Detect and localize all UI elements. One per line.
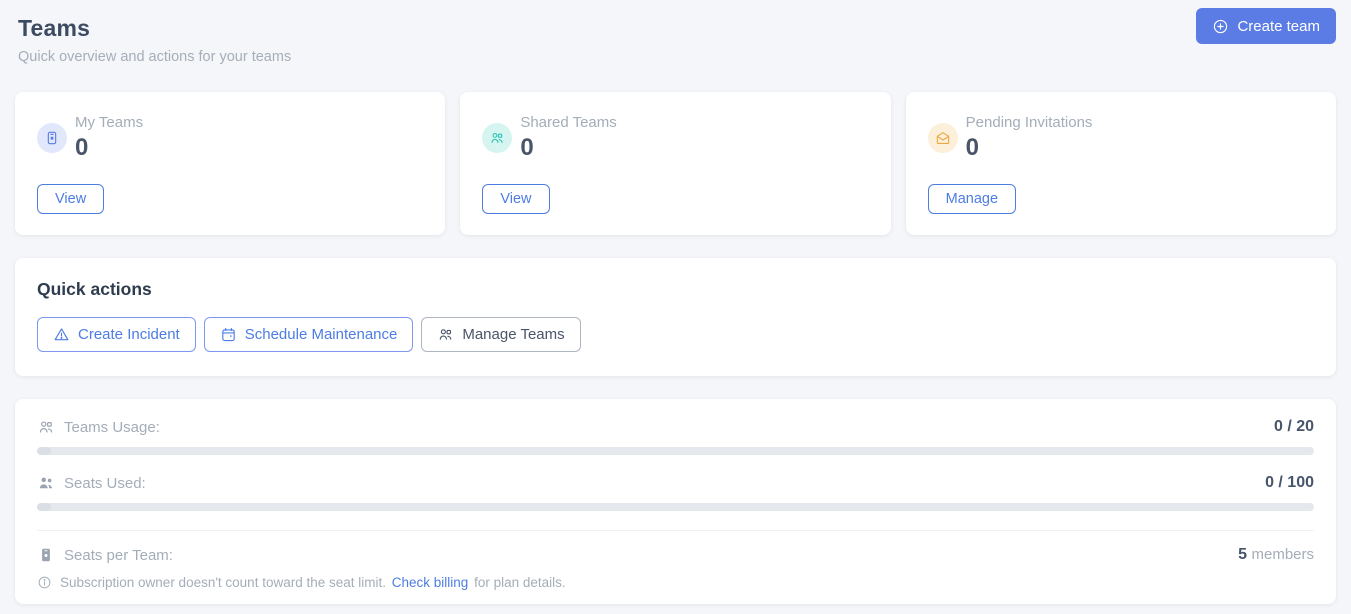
seats-per-team-row: Seats per Team: 5 members — [37, 546, 1314, 564]
note-text: Subscription owner doesn't count toward … — [60, 575, 386, 590]
page-subtitle: Quick overview and actions for your team… — [18, 49, 292, 65]
create-incident-button[interactable]: Create Incident — [37, 317, 196, 352]
shared-teams-card: Shared Teams 0 View — [460, 92, 891, 235]
manage-teams-button[interactable]: Manage Teams — [421, 317, 581, 352]
users-filled-icon — [37, 474, 55, 492]
view-my-teams-button[interactable]: View — [37, 184, 105, 214]
quick-actions-buttons: Create Incident Schedule Maintenance — [37, 317, 1314, 352]
card-label: My Teams — [75, 114, 144, 131]
seat-limit-note: Subscription owner doesn't count toward … — [37, 575, 1314, 590]
plus-circle-icon — [1212, 18, 1229, 35]
teams-usage-row: Teams Usage: 0 / 20 — [37, 418, 1314, 436]
seats-used-value: 0 / 100 — [1265, 474, 1314, 491]
calendar-icon — [220, 326, 237, 343]
view-shared-teams-button[interactable]: View — [482, 184, 550, 214]
quick-actions-title: Quick actions — [37, 279, 152, 299]
schedule-maintenance-button[interactable]: Schedule Maintenance — [203, 317, 414, 352]
info-circle-icon — [37, 575, 52, 590]
seats-used-progressbar — [37, 503, 1314, 511]
seats-per-team-value: 5 — [1238, 546, 1248, 563]
pending-invitations-card: Pending Invitations 0 Manage — [905, 92, 1336, 235]
check-billing-link[interactable]: Check billing — [391, 575, 469, 590]
create-team-button[interactable]: Create team — [1196, 8, 1336, 44]
badge-filled-icon — [37, 546, 55, 564]
divider — [37, 530, 1314, 531]
users-icon — [437, 326, 454, 343]
card-label: Shared Teams — [520, 114, 617, 131]
seats-used-row: Seats Used: 0 / 100 — [37, 474, 1314, 492]
note-suffix: for plan details. — [474, 575, 566, 590]
usage-panel: Teams Usage: 0 / 20 Seats Used: 0 / 100 — [15, 399, 1336, 604]
card-label: Pending Invitations — [965, 114, 1093, 131]
manage-teams-label: Manage Teams — [462, 326, 565, 343]
users-outline-icon — [37, 418, 55, 436]
badge-icon — [37, 123, 67, 153]
teams-usage-value: 0 / 20 — [1273, 418, 1314, 435]
seats-used-label: Seats Used: — [64, 474, 146, 492]
teams-usage-label: Teams Usage: — [64, 418, 160, 436]
create-incident-label: Create Incident — [78, 326, 180, 343]
schedule-maintenance-label: Schedule Maintenance — [244, 326, 398, 343]
quick-actions-panel: Quick actions Create Incident — [15, 258, 1336, 376]
manage-invitations-button[interactable]: Manage — [927, 184, 1017, 214]
card-value: 0 — [75, 134, 89, 161]
card-value: 0 — [520, 134, 534, 161]
page-header: Teams Quick overview and actions for you… — [15, 0, 1336, 65]
open-envelope-icon — [927, 123, 958, 153]
stat-cards-row: My Teams 0 View Shared Teams — [15, 92, 1336, 235]
card-value: 0 — [965, 134, 980, 161]
warning-triangle-icon — [53, 326, 70, 343]
create-team-label: Create team — [1237, 17, 1320, 35]
seats-per-team-label: Seats per Team: — [64, 546, 173, 564]
page-title: Teams — [18, 15, 91, 41]
seats-per-team-unit: members — [1251, 546, 1314, 563]
my-teams-card: My Teams 0 View — [15, 92, 446, 235]
teams-usage-progressbar — [37, 447, 1314, 455]
users-icon — [482, 123, 513, 153]
